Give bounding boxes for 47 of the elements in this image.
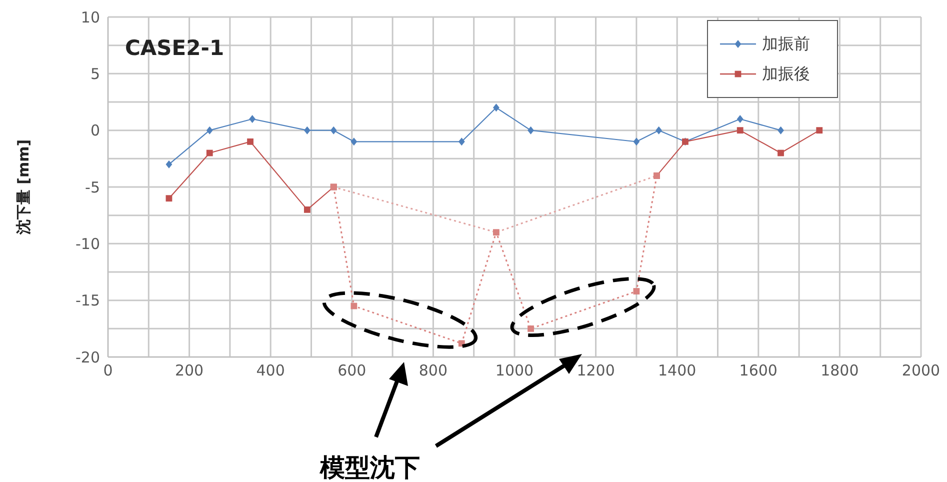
point	[458, 138, 465, 146]
point	[633, 138, 640, 146]
x-tick-label: 1800	[820, 362, 859, 380]
y-tick-label: -10	[76, 234, 100, 253]
x-tick-label: 0	[103, 362, 113, 380]
point	[816, 127, 823, 134]
point	[736, 115, 744, 123]
y-tick-label: 10	[80, 8, 100, 26]
point	[493, 104, 500, 112]
x-tick-label: 1200	[576, 362, 615, 380]
point	[528, 325, 534, 332]
point	[493, 229, 500, 236]
y-tick-label: -5	[85, 178, 100, 196]
legend-label: 加振後	[762, 64, 810, 84]
point	[206, 150, 213, 156]
point	[304, 126, 310, 134]
y-tick-label: 0	[90, 122, 100, 140]
point	[528, 126, 534, 134]
point	[166, 160, 172, 168]
point	[778, 150, 784, 156]
text: 模型沈下	[319, 453, 420, 482]
point	[350, 302, 358, 310]
x-tick-label: 600	[338, 362, 366, 380]
legend-label: 加振前	[762, 34, 810, 54]
point	[166, 195, 172, 202]
point	[736, 127, 744, 134]
point	[778, 126, 784, 134]
x-tick-label: 200	[174, 362, 204, 380]
x-tick-label: 1600	[739, 362, 778, 380]
point	[350, 138, 358, 146]
x-tick-label: 2000	[902, 362, 940, 380]
x-tick-label: 1400	[658, 362, 696, 380]
point	[249, 115, 256, 123]
x-tick-label: 400	[256, 362, 285, 380]
y-tick-label: 5	[90, 64, 100, 83]
point	[656, 126, 662, 134]
x-tick-label: 1000	[495, 362, 534, 380]
point	[633, 288, 640, 294]
y-axis-title: 沈下量 [mm]	[14, 139, 32, 236]
point	[206, 126, 213, 134]
x-tick-label: 800	[418, 362, 448, 380]
point	[304, 206, 310, 213]
y-tick-label: -15	[76, 292, 100, 310]
point	[247, 138, 254, 145]
point	[330, 126, 337, 134]
y-tick-label: -20	[76, 348, 100, 366]
text: CASE2-1	[125, 36, 224, 60]
